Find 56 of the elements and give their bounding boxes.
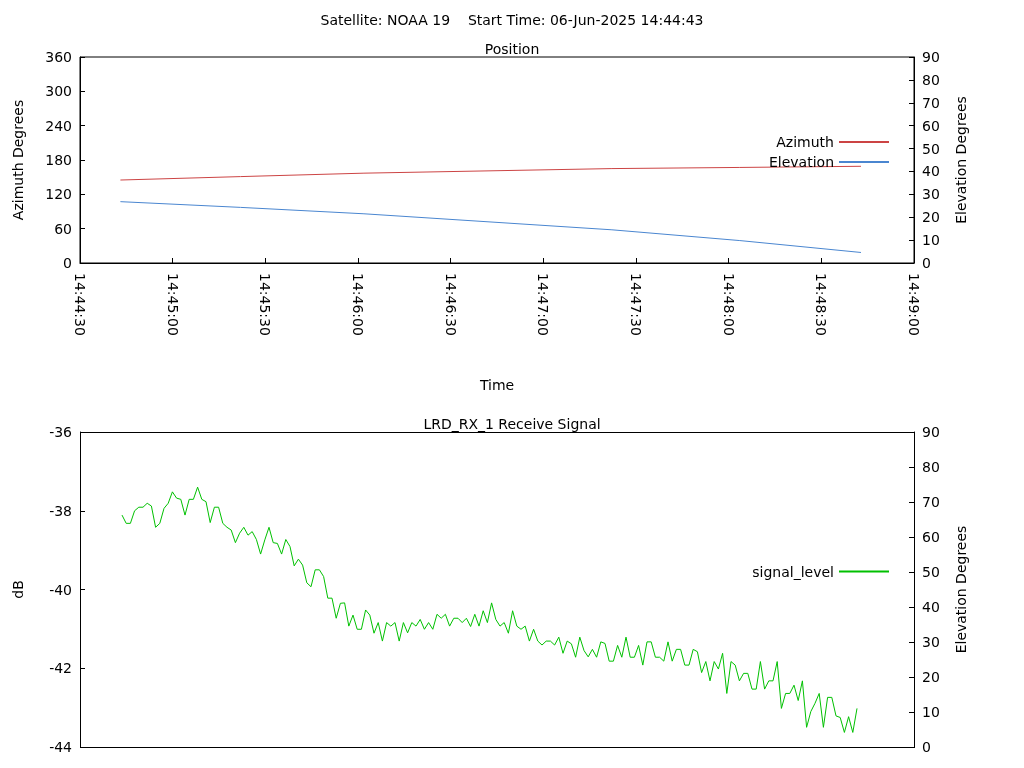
line-series [119, 165, 862, 181]
y2-axis-title: Elevation Degrees [953, 96, 969, 224]
x-tick-label: 14:45:30 [257, 273, 274, 336]
y2-tick-label: 10 [922, 232, 940, 249]
y2-tick-label: 40 [922, 599, 940, 615]
y-axis-title: Azimuth Degrees [10, 99, 26, 221]
y2-tick-label: 0 [922, 739, 931, 755]
y2-tick-label: 60 [922, 117, 940, 134]
y2-tick-label: 0 [922, 255, 931, 271]
y2-tick-label: 80 [922, 459, 940, 475]
legend-label: Azimuth [776, 134, 834, 150]
chart-title: Satellite: NOAA 19 Start Time: 06-Jun-2025 14:44:43 [320, 12, 704, 28]
y2-tick-label: 70 [922, 94, 940, 111]
x-tick-label: 14:49:00 [906, 273, 922, 336]
y2-tick-label: 70 [922, 494, 940, 510]
y-tick-label: -44 [49, 739, 73, 755]
x-tick-label: 14:47:30 [628, 273, 644, 336]
y-tick-label: -38 [49, 502, 72, 519]
y2-tick-label: 90 [922, 49, 940, 65]
y2-tick-label: 20 [922, 209, 940, 226]
legend-label: Elevation [768, 154, 834, 170]
chart-subtitle: Position [484, 41, 540, 57]
x-tick-label: 14:46:30 [442, 273, 459, 336]
y-axis-title: dB [10, 580, 26, 599]
x-axis-title: Time [478, 377, 515, 393]
y2-tick-label: 60 [922, 529, 940, 545]
line-series [121, 486, 858, 733]
y-tick-label: 180 [45, 152, 72, 168]
line-series [119, 201, 862, 253]
y-tick-label: -36 [49, 424, 73, 440]
x-tick-label: 14:47:00 [535, 273, 552, 336]
y2-tick-label: 90 [922, 424, 940, 440]
y2-tick-label: 50 [922, 140, 940, 157]
y-tick-label: 60 [54, 220, 72, 237]
y2-tick-label: 20 [922, 669, 940, 685]
x-tick-label: 14:48:00 [720, 273, 737, 336]
y-tick-label: 0 [63, 255, 72, 271]
y-tick-label: -42 [49, 660, 72, 677]
y2-tick-label: 80 [922, 71, 940, 88]
y-tick-label: 300 [45, 83, 72, 100]
y2-tick-label: 10 [922, 704, 940, 720]
y2-axis-title: Elevation Degrees [953, 525, 969, 654]
y2-tick-label: 30 [922, 634, 940, 650]
x-tick-label: 14:46:00 [350, 273, 366, 336]
y-tick-label: 120 [45, 186, 72, 203]
x-tick-label: 14:44:30 [72, 273, 88, 336]
chart-title: LRD_RX_1 Receive Signal [423, 416, 601, 432]
y2-tick-label: 50 [922, 564, 940, 580]
legend-label: signal_level [752, 563, 834, 580]
y2-tick-label: 30 [922, 186, 940, 203]
y-tick-label: 360 [45, 49, 72, 65]
y-tick-label: -40 [49, 581, 72, 598]
x-tick-label: 14:45:00 [164, 273, 181, 336]
y2-tick-label: 40 [922, 163, 940, 180]
x-tick-label: 14:48:30 [813, 273, 830, 336]
y-tick-label: 240 [45, 117, 72, 134]
